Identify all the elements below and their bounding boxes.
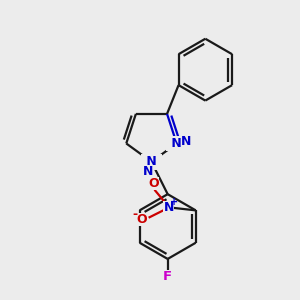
- Text: N: N: [142, 155, 161, 168]
- Text: O: O: [148, 177, 159, 190]
- Text: O: O: [137, 213, 147, 226]
- Text: +: +: [169, 197, 178, 207]
- Text: -: -: [132, 208, 137, 221]
- Text: N: N: [143, 165, 153, 178]
- Text: F: F: [163, 270, 172, 283]
- Text: N: N: [181, 136, 191, 148]
- Text: N: N: [164, 201, 174, 214]
- Text: N: N: [167, 137, 186, 150]
